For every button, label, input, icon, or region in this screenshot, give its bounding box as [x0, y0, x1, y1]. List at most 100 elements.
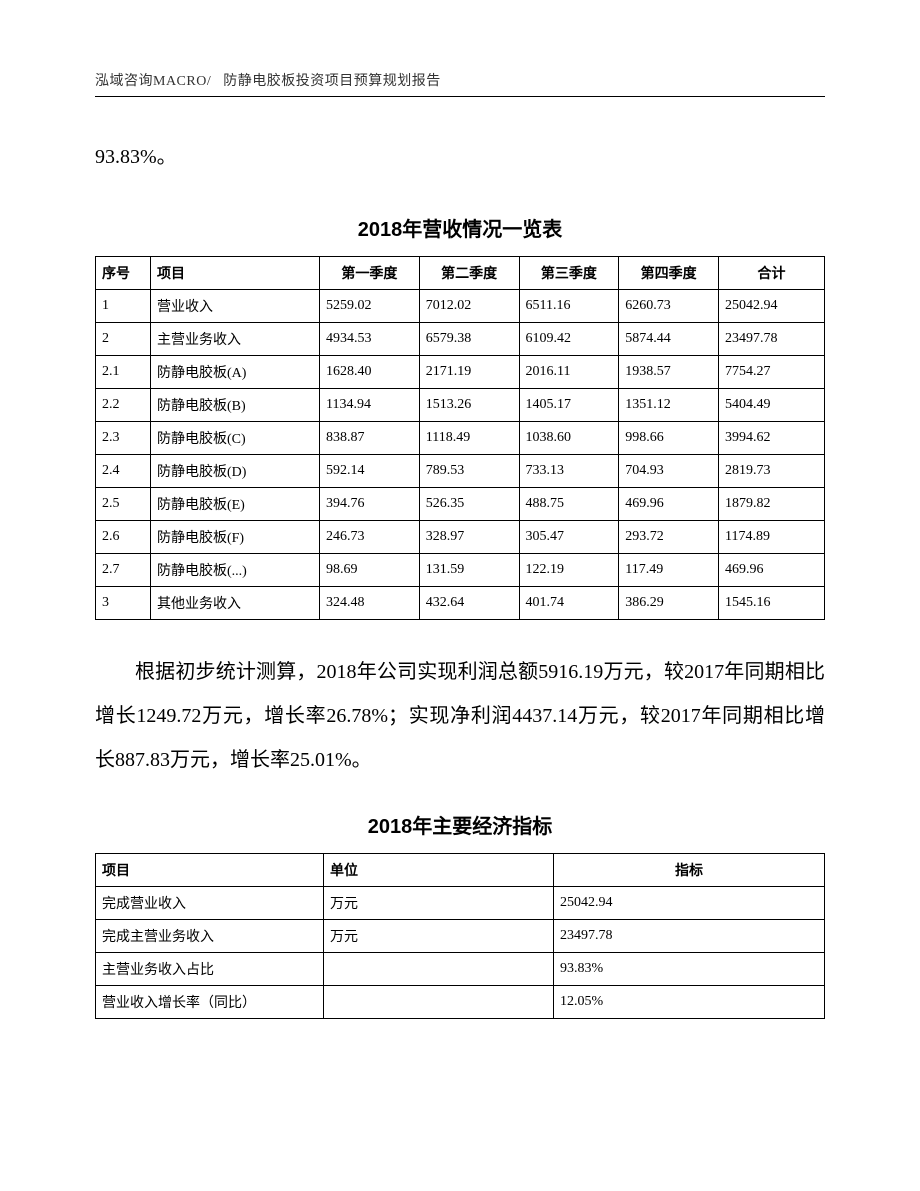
table-cell: 完成营业收入: [96, 887, 324, 920]
col-q2: 第二季度: [419, 257, 519, 290]
table-cell: 防静电胶板(...): [150, 554, 319, 587]
table-cell: 6260.73: [619, 290, 719, 323]
table-cell: 5874.44: [619, 323, 719, 356]
col-q4: 第四季度: [619, 257, 719, 290]
table-header-row: 项目 单位 指标: [96, 854, 825, 887]
table-header-row: 序号 项目 第一季度 第二季度 第三季度 第四季度 合计: [96, 257, 825, 290]
table-row: 2.1防静电胶板(A)1628.402171.192016.111938.577…: [96, 356, 825, 389]
table-cell: 3: [96, 587, 151, 620]
table-cell: 1134.94: [319, 389, 419, 422]
table-cell: 2016.11: [519, 356, 619, 389]
col-project: 项目: [96, 854, 324, 887]
table-cell: 733.13: [519, 455, 619, 488]
table-cell: 防静电胶板(C): [150, 422, 319, 455]
table-row: 2.4防静电胶板(D)592.14789.53733.13704.932819.…: [96, 455, 825, 488]
table-cell: 7754.27: [719, 356, 825, 389]
col-sum: 合计: [719, 257, 825, 290]
table-cell: 6511.16: [519, 290, 619, 323]
table-cell: [324, 953, 554, 986]
table-cell: 704.93: [619, 455, 719, 488]
table-cell: 万元: [324, 920, 554, 953]
indicators-table: 项目 单位 指标 完成营业收入万元25042.94完成主营业务收入万元23497…: [95, 853, 825, 1019]
table-cell: 营业收入增长率（同比）: [96, 986, 324, 1019]
table-cell: 246.73: [319, 521, 419, 554]
table-cell: 305.47: [519, 521, 619, 554]
table-cell: 469.96: [719, 554, 825, 587]
table-cell: 防静电胶板(E): [150, 488, 319, 521]
table-cell: 主营业务收入: [150, 323, 319, 356]
table-cell: 12.05%: [554, 986, 825, 1019]
table-cell: 2.7: [96, 554, 151, 587]
table-row: 2.5防静电胶板(E)394.76526.35488.75469.961879.…: [96, 488, 825, 521]
table-cell: 25042.94: [554, 887, 825, 920]
table-row: 2.7防静电胶板(...)98.69131.59122.19117.49469.…: [96, 554, 825, 587]
table-row: 1营业收入5259.027012.026511.166260.7325042.9…: [96, 290, 825, 323]
table-cell: 2.5: [96, 488, 151, 521]
table-row: 2.6防静电胶板(F)246.73328.97305.47293.721174.…: [96, 521, 825, 554]
table-cell: 131.59: [419, 554, 519, 587]
header-doc-title: 防静电胶板投资项目预算规划报告: [223, 74, 441, 89]
table1-title: 2018年营收情况一览表: [95, 213, 825, 242]
table-cell: 防静电胶板(F): [150, 521, 319, 554]
table-cell: 2.1: [96, 356, 151, 389]
table-cell: 1118.49: [419, 422, 519, 455]
table-cell: 386.29: [619, 587, 719, 620]
table-cell: 5404.49: [719, 389, 825, 422]
table-cell: 117.49: [619, 554, 719, 587]
table-cell: 营业收入: [150, 290, 319, 323]
table-cell: 1938.57: [619, 356, 719, 389]
table-cell: 2171.19: [419, 356, 519, 389]
table-cell: 4934.53: [319, 323, 419, 356]
table-cell: 1628.40: [319, 356, 419, 389]
table-cell: 998.66: [619, 422, 719, 455]
table-cell: 1879.82: [719, 488, 825, 521]
table-row: 2.3防静电胶板(C)838.871118.491038.60998.66399…: [96, 422, 825, 455]
table-row: 营业收入增长率（同比） 12.05%: [96, 986, 825, 1019]
table-cell: 394.76: [319, 488, 419, 521]
col-seq: 序号: [96, 257, 151, 290]
table-cell: 防静电胶板(D): [150, 455, 319, 488]
table-cell: 324.48: [319, 587, 419, 620]
table-cell: 2.4: [96, 455, 151, 488]
summary-paragraph: 根据初步统计测算，2018年公司实现利润总额5916.19万元，较2017年同期…: [95, 650, 825, 782]
table-row: 2.2防静电胶板(B)1134.941513.261405.171351.125…: [96, 389, 825, 422]
table-cell: 469.96: [619, 488, 719, 521]
table-row: 主营业务收入占比 93.83%: [96, 953, 825, 986]
table-cell: 1405.17: [519, 389, 619, 422]
table-row: 2主营业务收入4934.536579.386109.425874.4423497…: [96, 323, 825, 356]
table-cell: 25042.94: [719, 290, 825, 323]
table-cell: 1: [96, 290, 151, 323]
page-header: 泓域咨询MACRO/ 防静电胶板投资项目预算规划报告: [95, 70, 825, 90]
header-company: 泓域咨询MACRO/: [95, 74, 211, 89]
table-cell: 万元: [324, 887, 554, 920]
table-row: 完成主营业务收入万元23497.78: [96, 920, 825, 953]
col-indicator: 指标: [554, 854, 825, 887]
col-unit: 单位: [324, 854, 554, 887]
table-cell: 1174.89: [719, 521, 825, 554]
table-cell: 完成主营业务收入: [96, 920, 324, 953]
table-cell: 6579.38: [419, 323, 519, 356]
table-cell: 23497.78: [554, 920, 825, 953]
table-cell: 5259.02: [319, 290, 419, 323]
table-cell: 1513.26: [419, 389, 519, 422]
table-cell: 488.75: [519, 488, 619, 521]
table-cell: 93.83%: [554, 953, 825, 986]
table-cell: 789.53: [419, 455, 519, 488]
table-cell: 2.2: [96, 389, 151, 422]
table-cell: 98.69: [319, 554, 419, 587]
table-cell: 2.6: [96, 521, 151, 554]
table-cell: 主营业务收入占比: [96, 953, 324, 986]
table-cell: 1038.60: [519, 422, 619, 455]
table-row: 完成营业收入万元25042.94: [96, 887, 825, 920]
col-q3: 第三季度: [519, 257, 619, 290]
col-item: 项目: [150, 257, 319, 290]
table-cell: 2819.73: [719, 455, 825, 488]
revenue-table: 序号 项目 第一季度 第二季度 第三季度 第四季度 合计 1营业收入5259.0…: [95, 256, 825, 620]
table-cell: 432.64: [419, 587, 519, 620]
col-q1: 第一季度: [319, 257, 419, 290]
table-cell: 526.35: [419, 488, 519, 521]
table-cell: 23497.78: [719, 323, 825, 356]
table-cell: 122.19: [519, 554, 619, 587]
table-cell: 3994.62: [719, 422, 825, 455]
table-cell: 6109.42: [519, 323, 619, 356]
